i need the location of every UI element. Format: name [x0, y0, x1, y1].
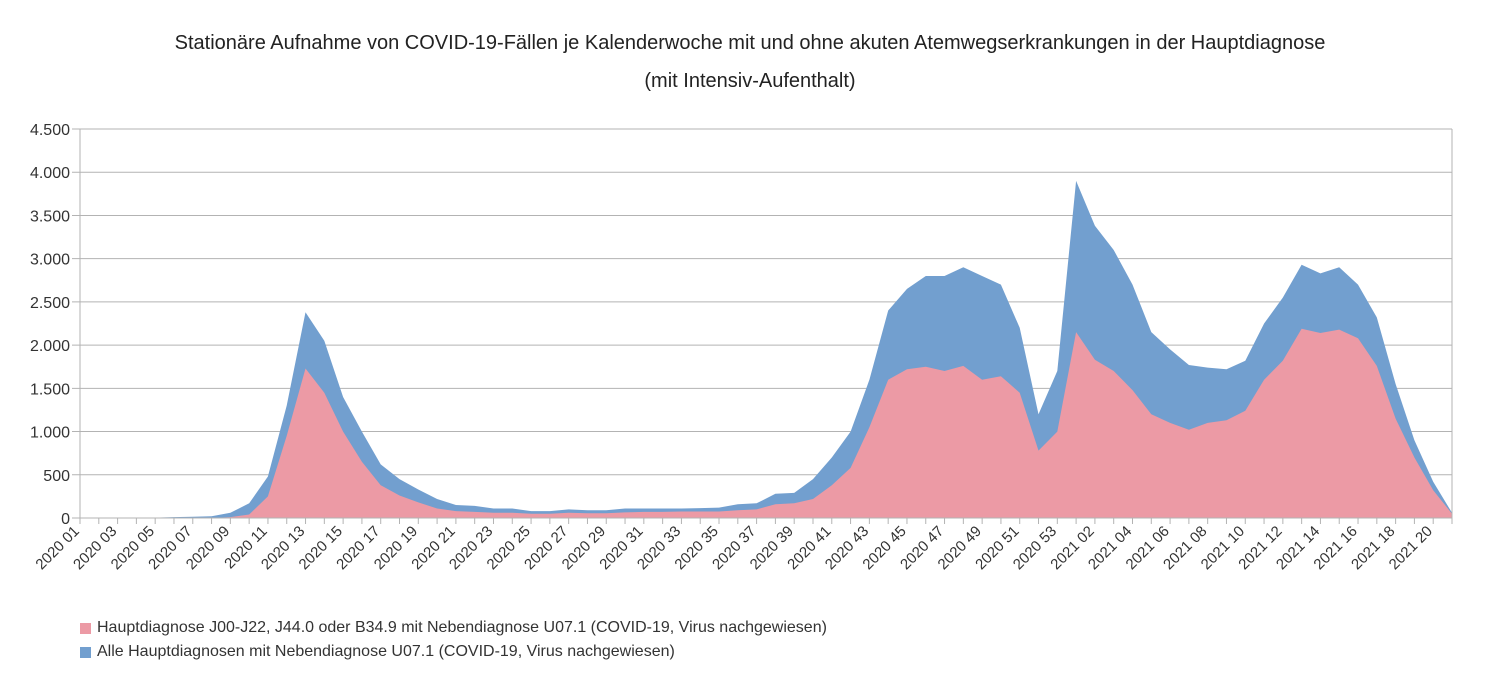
- legend-item-blue: Alle Hauptdiagnosen mit Nebendiagnose U0…: [80, 643, 675, 661]
- chart-subtitle: (mit Intensiv-Aufenthalt): [644, 70, 856, 92]
- chart-title: Stationäre Aufnahme von COVID-19-Fällen …: [174, 32, 1326, 54]
- y-tick-label: 4.500: [30, 122, 70, 139]
- legend-swatch-pink: [80, 622, 91, 634]
- series-area-respiratory-diagnoses: [80, 328, 1452, 518]
- legend-label: Alle Hauptdiagnosen mit Nebendiagnose U0…: [97, 643, 675, 660]
- legend-label: Hauptdiagnose J00-J22, J44.0 oder B34.9 …: [97, 619, 827, 636]
- y-tick-label: 1.500: [30, 381, 70, 398]
- y-tick-label: 2.000: [30, 338, 70, 355]
- y-tick-label: 0: [61, 511, 70, 528]
- y-tick-label: 2.500: [30, 295, 70, 312]
- y-tick-label: 3.500: [30, 208, 70, 225]
- y-tick-label: 4.000: [30, 165, 70, 182]
- y-tick-label: 500: [43, 468, 70, 485]
- y-tick-label: 1.000: [30, 425, 70, 442]
- legend-item-pink: Hauptdiagnose J00-J22, J44.0 oder B34.9 …: [80, 619, 827, 637]
- legend-swatch-blue: [80, 646, 91, 658]
- y-tick-label: 3.000: [30, 252, 70, 269]
